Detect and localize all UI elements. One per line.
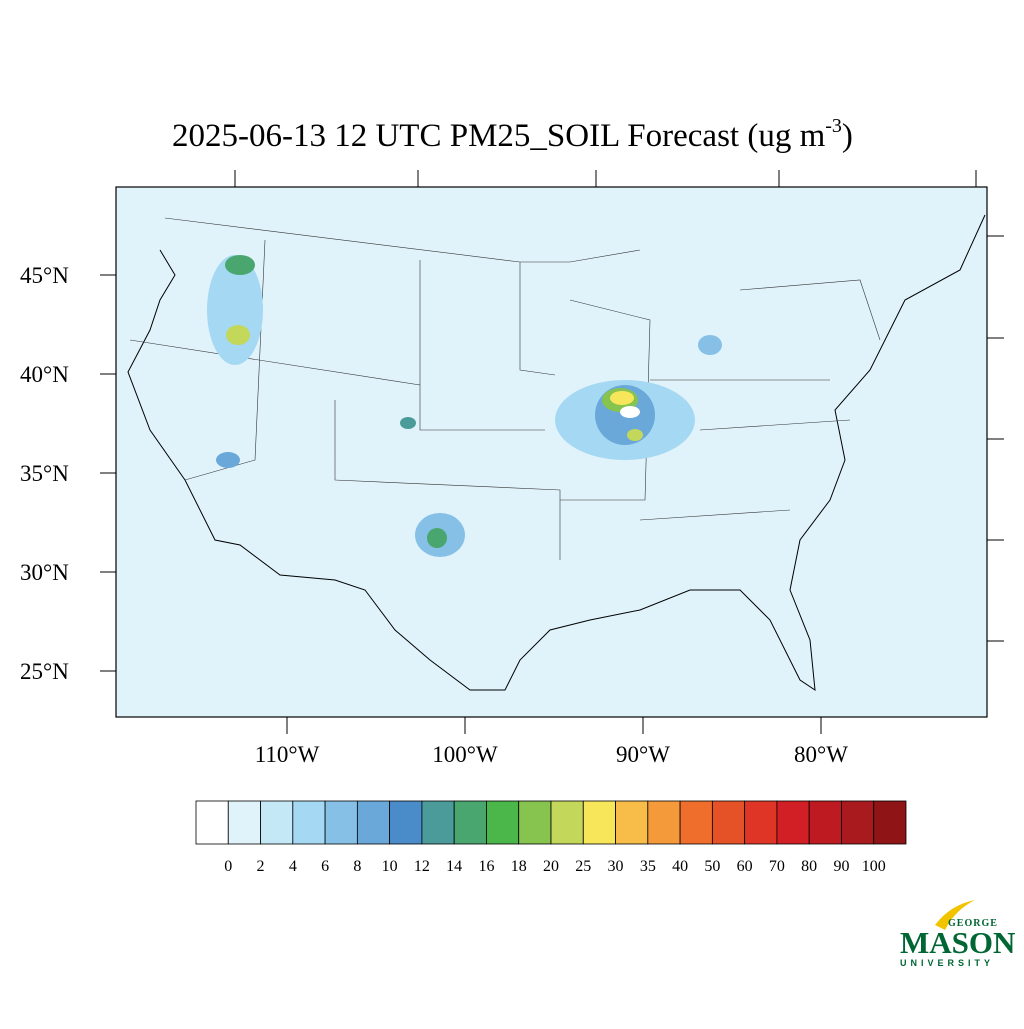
colorbar-box <box>227 800 261 845</box>
lon-label: 90°W <box>616 742 670 767</box>
colorbar-box <box>195 800 229 845</box>
colorbar-box <box>679 800 713 845</box>
colorbar-label: 16 <box>478 858 494 875</box>
colorbar-box <box>808 800 842 845</box>
colorbar-label: 12 <box>414 858 430 875</box>
lat-label: 40°N <box>20 362 69 387</box>
logo-top: GEORGE <box>948 918 998 929</box>
title-superscript: -3 <box>825 115 842 137</box>
concentration-field <box>207 255 722 557</box>
colorbar-box <box>518 800 552 845</box>
colorbar-box <box>647 800 681 845</box>
colorbar-label: 0 <box>224 858 232 875</box>
colorbar-label: 70 <box>769 858 785 875</box>
colorbar-label: 8 <box>353 858 361 875</box>
colorbar-box <box>615 800 649 845</box>
logo-bottom: UNIVERSITY <box>900 958 994 968</box>
colorbar-label: 80 <box>801 858 817 875</box>
coastline <box>127 214 986 692</box>
colorbar-label: 30 <box>608 858 624 875</box>
colorbar-box <box>841 800 875 845</box>
colorbar-label: 10 <box>382 858 398 875</box>
colorbar-box <box>389 800 423 845</box>
colorbar-label: 40 <box>672 858 688 875</box>
colorbar-label: 20 <box>543 858 559 875</box>
colorbar-box <box>356 800 391 845</box>
logo-main: MASON <box>900 925 1015 960</box>
map <box>115 170 1004 718</box>
colorbar-label: 35 <box>640 858 656 875</box>
lon-label: 110°W <box>255 742 320 767</box>
colorbar-box <box>711 800 746 845</box>
colorbar-label: 100 <box>862 858 886 875</box>
colorbar-label: 18 <box>511 858 527 875</box>
frame-ticks <box>234 170 1004 642</box>
colorbar-label: 2 <box>257 858 265 875</box>
colorbar-box <box>744 800 778 845</box>
lat-label: 45°N <box>20 263 69 288</box>
colorbar-label: 25 <box>575 858 591 875</box>
colorbar-box <box>292 800 326 845</box>
colorbar-box <box>260 800 294 845</box>
colorbar-label: 90 <box>833 858 849 875</box>
colorbar-box <box>324 800 358 845</box>
colorbar-box <box>486 800 520 845</box>
lat-label: 30°N <box>20 560 69 585</box>
colorbar-label: 50 <box>704 858 720 875</box>
title-end: ) <box>842 118 853 154</box>
colorbar-label: 60 <box>737 858 753 875</box>
colorbar-box <box>550 800 584 845</box>
lat-label: 35°N <box>20 461 69 486</box>
colorbar-label: 6 <box>321 858 329 875</box>
colorbar-box <box>582 800 616 845</box>
colorbar-box <box>873 800 907 845</box>
map-frame <box>115 186 988 718</box>
title-main: 2025-06-13 12 UTC PM25_SOIL Forecast (ug… <box>172 118 826 154</box>
lon-label: 100°W <box>432 742 498 767</box>
colorbar-label: 4 <box>289 858 297 875</box>
title: 2025-06-13 12 UTC PM25_SOIL Forecast (ug… <box>172 115 853 154</box>
colorbar-box <box>421 800 455 845</box>
colorbar-box <box>776 800 810 845</box>
colorbar-label: 14 <box>446 858 462 875</box>
logo: GEORGE MASON UNIVERSITY <box>900 900 1015 968</box>
colorbar-box <box>453 800 487 845</box>
lon-label: 80°W <box>794 742 848 767</box>
lat-label: 25°N <box>20 659 69 684</box>
